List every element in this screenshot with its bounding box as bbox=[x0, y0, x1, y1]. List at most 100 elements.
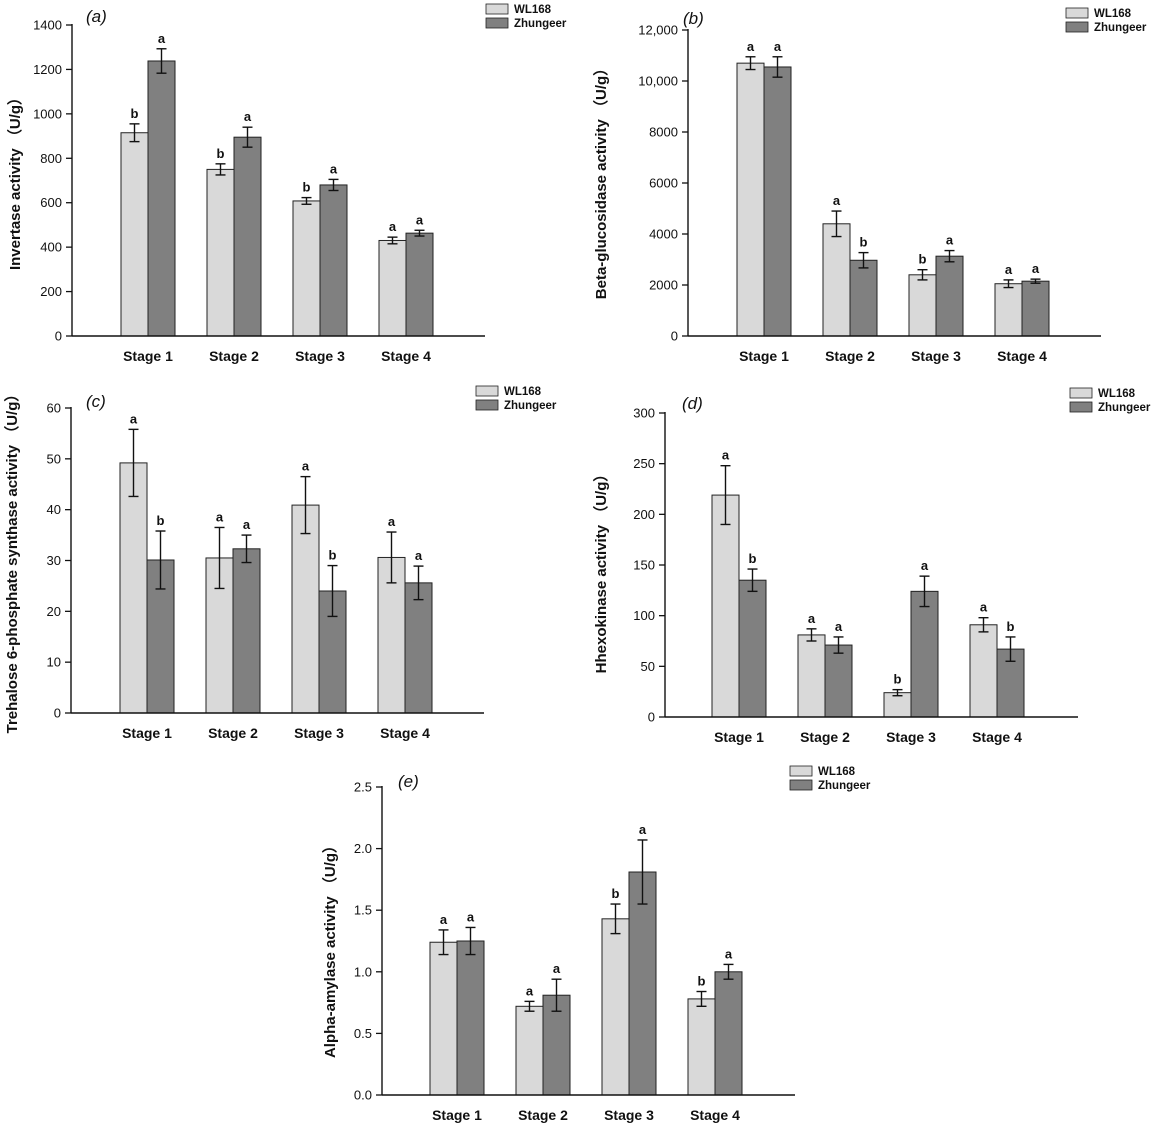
y-tick-label: 150 bbox=[633, 558, 655, 573]
significance-label: b bbox=[894, 672, 902, 687]
significance-label: a bbox=[440, 912, 448, 927]
significance-label: a bbox=[980, 600, 988, 615]
bar-zhungeer bbox=[738, 579, 767, 718]
significance-label: b bbox=[1007, 619, 1015, 634]
chart-panel-e: (e) Alpha-amylase activity （U/g） 0.0 0.5 1.0… bbox=[300, 753, 900, 1128]
significance-label: a bbox=[302, 459, 310, 474]
significance-label: a bbox=[158, 31, 166, 46]
legend-swatch bbox=[485, 17, 509, 29]
y-tick-label: 0.0 bbox=[354, 1088, 372, 1103]
x-tick-label: Stage 2 bbox=[825, 348, 875, 364]
chart-svg-b: (b) Beta-glucosidase activity （U/g） 0 2000 4… bbox=[592, 7, 1147, 364]
significance-label: a bbox=[1005, 262, 1013, 277]
significance-label: a bbox=[415, 548, 423, 563]
y-tick-label: 300 bbox=[633, 406, 655, 421]
bar-wl168 bbox=[736, 62, 765, 337]
y-tick-label: 0 bbox=[671, 329, 678, 344]
significance-label: a bbox=[526, 983, 534, 998]
bar-wl168 bbox=[822, 223, 851, 337]
bar-wl168 bbox=[205, 557, 234, 714]
significance-label: b bbox=[612, 886, 620, 901]
x-tick-label: Stage 3 bbox=[295, 348, 345, 364]
bar-zhungeer bbox=[319, 184, 348, 337]
x-tick-label: Stage 2 bbox=[518, 1107, 568, 1123]
legend-swatch bbox=[789, 779, 813, 791]
legend-label: WL168 bbox=[504, 386, 542, 398]
x-tick-label: Stage 2 bbox=[800, 729, 850, 745]
y-tick-label: 20 bbox=[47, 604, 61, 619]
significance-label: a bbox=[388, 514, 396, 529]
significance-label: a bbox=[389, 219, 397, 234]
y-tick-label: 800 bbox=[40, 151, 62, 166]
legend-label: WL168 bbox=[1098, 388, 1136, 400]
legend-swatch bbox=[475, 385, 499, 397]
y-tick-label: 600 bbox=[40, 195, 62, 210]
legend-label: Zhungeer bbox=[818, 780, 871, 792]
x-tick-label: Stage 4 bbox=[997, 348, 1047, 364]
significance-label: b bbox=[698, 974, 706, 989]
x-tick-label: Stage 3 bbox=[294, 725, 344, 741]
y-tick-label: 10,000 bbox=[638, 74, 678, 89]
legend-label: WL168 bbox=[514, 4, 552, 16]
y-tick-label: 1200 bbox=[33, 62, 62, 77]
significance-label: a bbox=[467, 909, 475, 924]
legend-label: Zhungeer bbox=[504, 400, 557, 412]
significance-label: a bbox=[244, 109, 252, 124]
x-tick-label: Stage 1 bbox=[739, 348, 789, 364]
bar-zhungeer bbox=[824, 644, 853, 718]
significance-label: a bbox=[416, 212, 424, 227]
y-axis-title: Invertase activity （U/g） bbox=[6, 90, 24, 270]
y-tick-label: 100 bbox=[633, 608, 655, 623]
x-tick-label: Stage 2 bbox=[208, 725, 258, 741]
chart-panel-d: (d) Hhexokinase activity （U/g） 0 50 100 150 20… bbox=[590, 375, 1162, 753]
x-tick-label: Stage 1 bbox=[714, 729, 764, 745]
bar-zhungeer bbox=[849, 259, 878, 337]
bar-wl168 bbox=[119, 462, 148, 714]
bar-wl168 bbox=[291, 504, 320, 714]
bar-wl168 bbox=[797, 634, 826, 718]
bar-zhungeer bbox=[456, 940, 485, 1096]
bar-zhungeer bbox=[714, 971, 743, 1096]
y-tick-label: 2.0 bbox=[354, 841, 372, 856]
legend-swatch bbox=[789, 765, 813, 777]
significance-label: a bbox=[946, 233, 954, 248]
bar-zhungeer bbox=[1021, 280, 1050, 337]
significance-label: a bbox=[553, 961, 561, 976]
significance-label: b bbox=[157, 513, 165, 528]
bar-wl168 bbox=[601, 918, 630, 1096]
bar-zhungeer bbox=[628, 871, 657, 1096]
significance-label: a bbox=[835, 619, 843, 634]
x-tick-label: Stage 3 bbox=[604, 1107, 654, 1123]
y-tick-label: 2000 bbox=[649, 278, 678, 293]
bar-zhungeer bbox=[910, 590, 939, 718]
legend-swatch bbox=[1069, 401, 1093, 413]
x-tick-label: Stage 4 bbox=[381, 348, 431, 364]
bar-wl168 bbox=[994, 283, 1023, 337]
x-tick-label: Stage 1 bbox=[432, 1107, 482, 1123]
x-tick-label: Stage 3 bbox=[911, 348, 961, 364]
chart-svg-d: (d) Hhexokinase activity （U/g） 0 50 100 150 20… bbox=[592, 387, 1151, 745]
legend-label: Zhungeer bbox=[514, 18, 567, 30]
significance-label: a bbox=[130, 411, 138, 426]
significance-label: a bbox=[921, 558, 929, 573]
x-tick-label: Stage 1 bbox=[123, 348, 173, 364]
y-tick-label: 0 bbox=[55, 329, 62, 344]
chart-svg-e: (e) Alpha-amylase activity （U/g） 0.0 0.5 1.0… bbox=[321, 765, 871, 1123]
legend-label: WL168 bbox=[818, 766, 856, 778]
significance-label: b bbox=[860, 235, 868, 250]
legend-swatch bbox=[475, 399, 499, 411]
bar-wl168 bbox=[206, 168, 235, 337]
significance-label: a bbox=[1032, 261, 1040, 276]
bar-wl168 bbox=[969, 624, 998, 718]
y-tick-label: 12,000 bbox=[638, 23, 678, 38]
x-tick-label: Stage 1 bbox=[122, 725, 172, 741]
y-tick-label: 200 bbox=[633, 507, 655, 522]
y-axis-title: Alpha-amylase activity （U/g） bbox=[321, 838, 339, 1058]
legend-swatch bbox=[1065, 21, 1089, 33]
y-tick-label: 6000 bbox=[649, 176, 678, 191]
legend-label: Zhungeer bbox=[1098, 402, 1151, 414]
bar-wl168 bbox=[292, 200, 321, 337]
y-tick-label: 30 bbox=[47, 553, 61, 568]
y-tick-label: 2.5 bbox=[354, 780, 372, 795]
legend-label: WL168 bbox=[1094, 8, 1132, 20]
